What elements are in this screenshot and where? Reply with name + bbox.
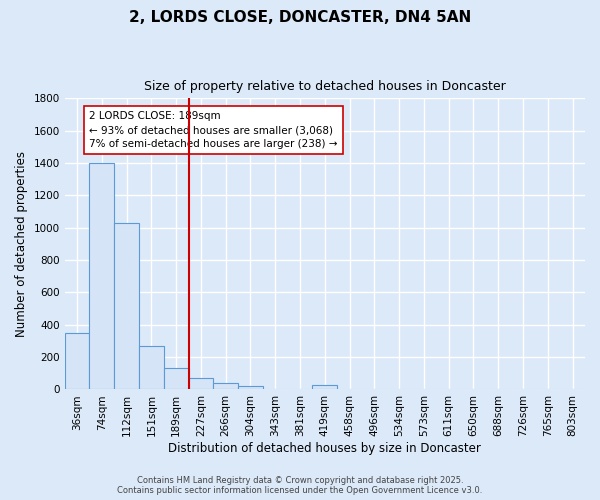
Bar <box>560 388 585 390</box>
Text: Contains HM Land Registry data © Crown copyright and database right 2025.
Contai: Contains HM Land Registry data © Crown c… <box>118 476 482 495</box>
Bar <box>164 368 188 390</box>
Bar <box>188 378 214 390</box>
Text: 2, LORDS CLOSE, DONCASTER, DN4 5AN: 2, LORDS CLOSE, DONCASTER, DN4 5AN <box>129 10 471 25</box>
Bar <box>65 333 89 390</box>
Bar <box>238 386 263 390</box>
Bar <box>139 346 164 390</box>
Bar <box>89 163 114 390</box>
Y-axis label: Number of detached properties: Number of detached properties <box>15 151 28 337</box>
Text: 2 LORDS CLOSE: 189sqm
← 93% of detached houses are smaller (3,068)
7% of semi-de: 2 LORDS CLOSE: 189sqm ← 93% of detached … <box>89 112 338 150</box>
Title: Size of property relative to detached houses in Doncaster: Size of property relative to detached ho… <box>144 80 506 93</box>
Bar <box>214 383 238 390</box>
X-axis label: Distribution of detached houses by size in Doncaster: Distribution of detached houses by size … <box>169 442 481 455</box>
Bar <box>313 386 337 390</box>
Bar <box>114 223 139 390</box>
